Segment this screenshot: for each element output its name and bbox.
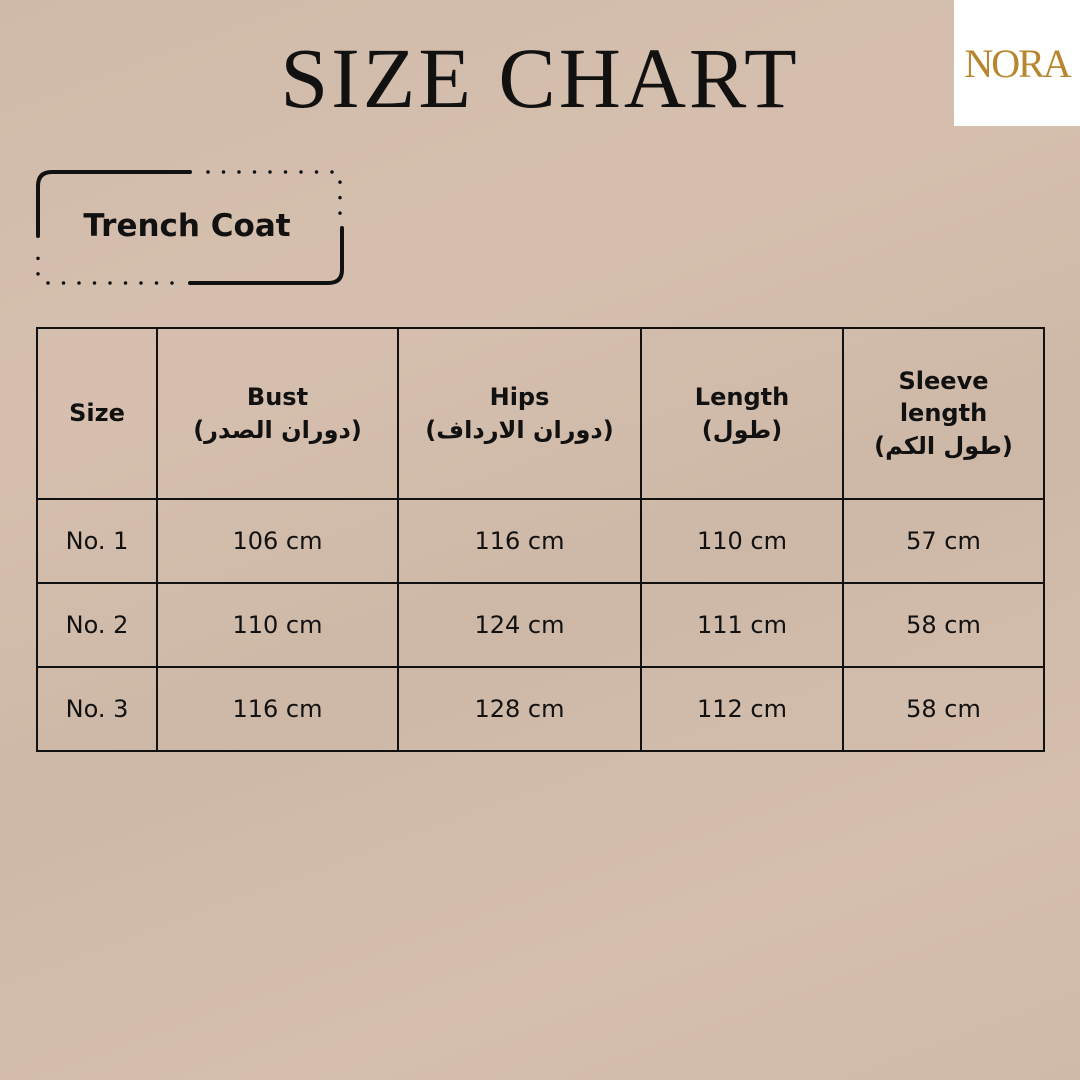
hips-cell: 124 cm <box>397 582 642 668</box>
size-table: Size Bust (دوران الصدر) Hips (دوران الاردا… <box>36 327 1045 752</box>
sleeve-cell: 58 cm <box>842 582 1045 668</box>
header-label: Hips <box>489 383 550 412</box>
sleeve-cell: 57 cm <box>842 498 1045 584</box>
header-label-ar: (دوران الارداف) <box>425 415 614 444</box>
header-hips: Hips (دوران الارداف) <box>397 327 642 500</box>
header-label: Size <box>69 399 125 428</box>
sleeve-cell: 58 cm <box>842 666 1045 752</box>
header-sleeve-length: Sleeve length (طول الكم) <box>842 327 1045 500</box>
hips-cell: 116 cm <box>397 498 642 584</box>
bust-cell: 110 cm <box>156 582 399 668</box>
table-row: No. 2 110 cm 124 cm 111 cm 58 cm <box>36 582 1045 668</box>
brand-logo: NORA <box>954 0 1080 126</box>
table-row: No. 3 116 cm 128 cm 112 cm 58 cm <box>36 666 1045 752</box>
length-cell: 110 cm <box>640 498 844 584</box>
header-size: Size <box>36 327 158 500</box>
header-label-ar: (طول) <box>701 415 783 444</box>
header-length: Length (طول) <box>640 327 844 500</box>
length-cell: 112 cm <box>640 666 844 752</box>
header-label: Sleeve length <box>898 366 989 428</box>
size-cell: No. 3 <box>36 666 158 752</box>
length-cell: 111 cm <box>640 582 844 668</box>
product-label-frame <box>36 170 344 285</box>
header-label-ar: (طول الكم) <box>874 431 1013 460</box>
size-cell: No. 2 <box>36 582 158 668</box>
header-row: Size Bust (دوران الصدر) Hips (دوران الاردا… <box>36 327 1045 500</box>
header-bust: Bust (دوران الصدر) <box>156 327 399 500</box>
table-row: No. 1 106 cm 116 cm 110 cm 57 cm <box>36 498 1045 584</box>
bust-cell: 106 cm <box>156 498 399 584</box>
bust-cell: 116 cm <box>156 666 399 752</box>
product-name: Trench Coat <box>83 208 291 244</box>
header-label: Length <box>694 383 790 412</box>
header-label-ar: (دوران الصدر) <box>193 415 362 444</box>
page-title: SIZE CHART <box>280 30 800 126</box>
hips-cell: 128 cm <box>397 666 642 752</box>
size-cell: No. 1 <box>36 498 158 584</box>
header-label: Bust <box>246 383 309 412</box>
